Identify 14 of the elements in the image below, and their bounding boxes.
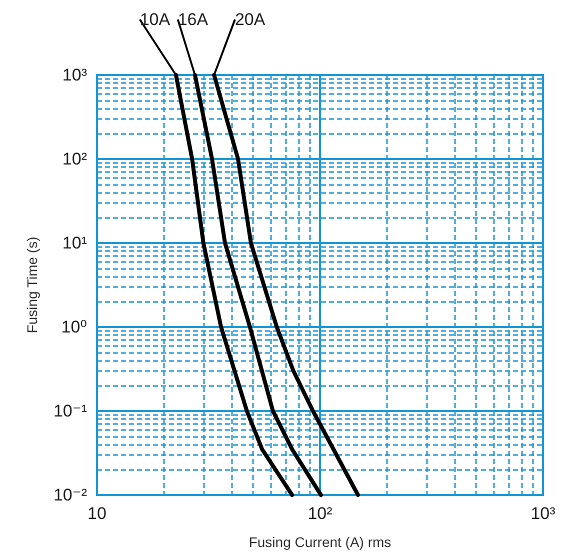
text: 16A xyxy=(178,10,209,29)
x-tick-label: 10² xyxy=(308,504,333,523)
y-tick-label: 10⁰ xyxy=(61,318,88,336)
text: 10A xyxy=(140,10,171,29)
y-axis-title: Fusing Time (s) xyxy=(24,236,40,334)
x-tick-label: 10 xyxy=(88,504,106,523)
text: 20A xyxy=(234,10,266,29)
y-tick-label: 10² xyxy=(62,150,88,168)
y-tick-label: 10³ xyxy=(62,66,88,84)
y-tick-label: 10⁻² xyxy=(53,486,88,504)
y-tick-label: 10⁻¹ xyxy=(53,402,88,420)
x-tick-label: 10³ xyxy=(530,504,556,523)
x-axis-title: Fusing Current (A) rms xyxy=(248,534,392,550)
y-tick-label: 10¹ xyxy=(62,234,88,252)
